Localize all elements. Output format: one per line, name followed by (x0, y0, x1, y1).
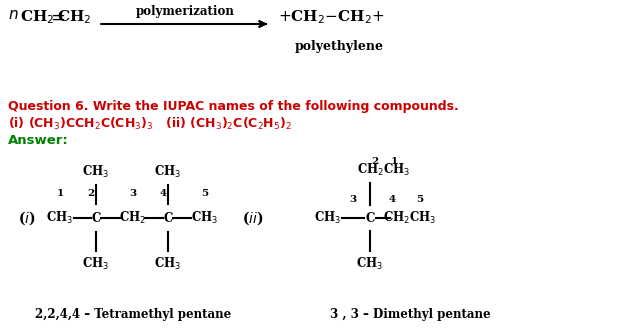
Text: CH$_3$: CH$_3$ (154, 256, 181, 272)
Text: $=$: $=$ (47, 8, 66, 26)
Text: 2: 2 (88, 189, 95, 198)
Text: CH$_2$: CH$_2$ (57, 8, 91, 26)
Text: polyethylene: polyethylene (295, 40, 384, 53)
Text: 3: 3 (129, 189, 137, 198)
Text: ($\it{ii}$): ($\it{ii}$) (242, 209, 263, 227)
Text: CH$_3$: CH$_3$ (192, 210, 219, 226)
Text: CH$_3$: CH$_3$ (83, 164, 110, 180)
Text: $+$CH$_2$$-$CH$_2$$+$: $+$CH$_2$$-$CH$_2$$+$ (278, 8, 384, 26)
Text: 4: 4 (160, 189, 167, 198)
Text: 4: 4 (389, 195, 396, 204)
Text: Question 6. Write the IUPAC names of the following compounds.: Question 6. Write the IUPAC names of the… (8, 100, 459, 113)
Text: CH$_3$: CH$_3$ (154, 164, 181, 180)
Text: (i) (CH$_3$)CCH$_2$C(CH$_3$)$_3$   (ii) (CH$_3$)$_2$C(C$_2$H$_5$)$_2$: (i) (CH$_3$)CCH$_2$C(CH$_3$)$_3$ (ii) (C… (8, 116, 292, 132)
Text: C: C (163, 211, 173, 224)
Text: 1: 1 (391, 157, 398, 166)
Text: 2,2,4,4 – Tetramethyl pentane: 2,2,4,4 – Tetramethyl pentane (35, 308, 231, 321)
Text: CH$_2$CH$_3$: CH$_2$CH$_3$ (357, 162, 411, 178)
Text: CH$_2$CH$_3$: CH$_2$CH$_3$ (384, 210, 437, 226)
Text: C: C (91, 211, 101, 224)
Text: CH$_3$: CH$_3$ (47, 210, 74, 226)
Text: 1: 1 (56, 189, 64, 198)
Text: 3: 3 (349, 195, 356, 204)
Text: C: C (365, 211, 375, 224)
Text: $\it{n}$: $\it{n}$ (8, 8, 19, 22)
Text: 5: 5 (202, 189, 209, 198)
Text: Answer:: Answer: (8, 134, 69, 147)
Text: CH$_2$: CH$_2$ (20, 8, 54, 26)
Text: CH$_2$: CH$_2$ (120, 210, 147, 226)
Text: CH$_3$: CH$_3$ (357, 256, 384, 272)
Text: ($\it{i}$): ($\it{i}$) (18, 209, 36, 227)
Text: 3 , 3 – Dimethyl pentane: 3 , 3 – Dimethyl pentane (329, 308, 490, 321)
Text: CH$_3$: CH$_3$ (83, 256, 110, 272)
Text: 5: 5 (416, 195, 423, 204)
Text: polymerization: polymerization (135, 5, 234, 18)
Text: 2: 2 (371, 157, 379, 166)
Text: CH$_3$: CH$_3$ (314, 210, 341, 226)
